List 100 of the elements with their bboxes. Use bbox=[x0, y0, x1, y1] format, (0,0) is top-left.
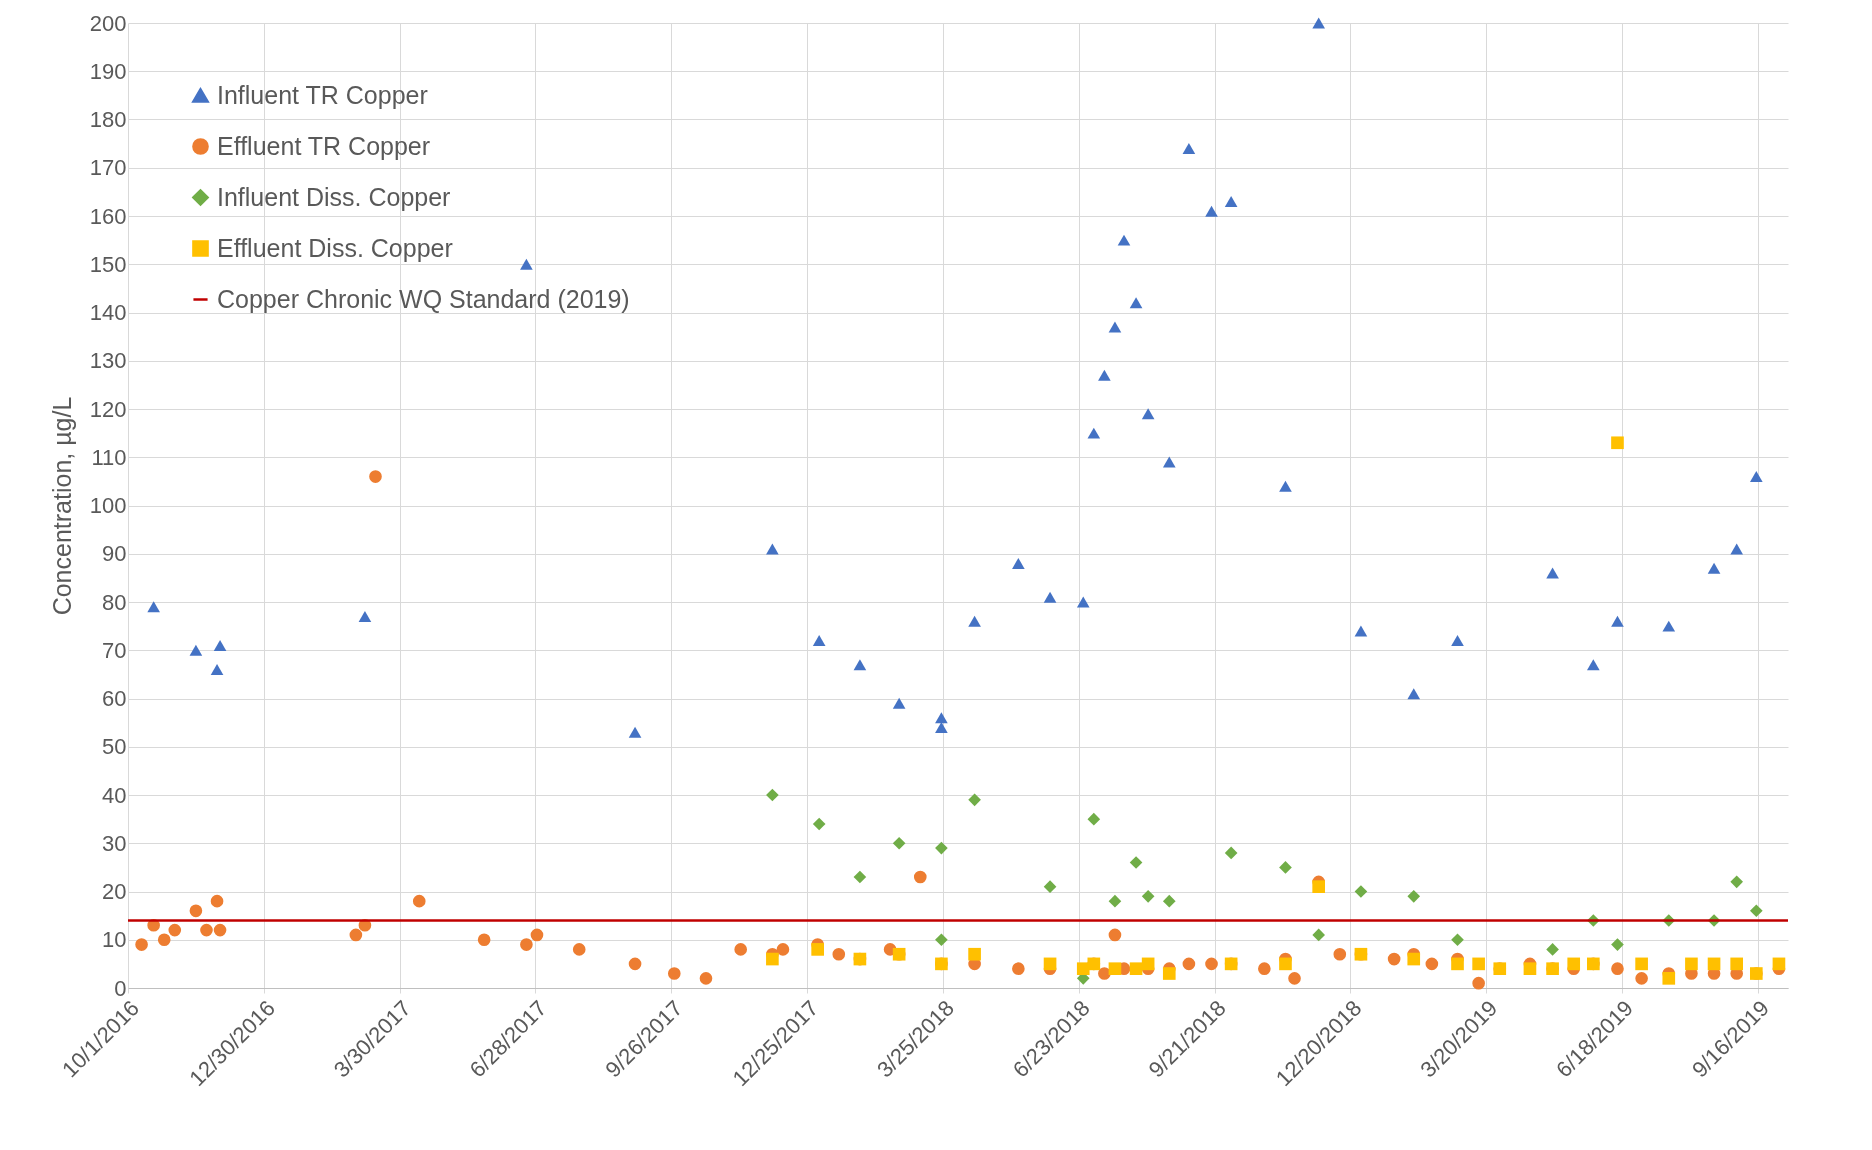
point bbox=[1407, 688, 1421, 700]
point bbox=[1707, 957, 1721, 971]
point bbox=[853, 870, 867, 884]
y-tick-label: 30 bbox=[102, 830, 127, 856]
point bbox=[1141, 408, 1155, 420]
point bbox=[1772, 957, 1786, 971]
y-tick-label: 90 bbox=[102, 541, 127, 567]
point bbox=[1685, 957, 1698, 971]
point bbox=[1546, 567, 1559, 579]
point bbox=[935, 841, 948, 855]
point bbox=[968, 793, 981, 807]
point bbox=[628, 726, 642, 738]
y-tick-label: 110 bbox=[91, 444, 127, 470]
point bbox=[1472, 957, 1485, 971]
legend-label: Copper Chronic WQ Standard (2019) bbox=[217, 284, 630, 313]
point bbox=[1546, 943, 1559, 956]
y-tick-label: 160 bbox=[89, 203, 127, 229]
point bbox=[1611, 615, 1624, 627]
point bbox=[766, 788, 779, 802]
point bbox=[1043, 880, 1057, 893]
point bbox=[1108, 962, 1122, 976]
point bbox=[1354, 885, 1368, 898]
point bbox=[811, 943, 824, 956]
point bbox=[766, 952, 779, 966]
point bbox=[1279, 861, 1292, 874]
point bbox=[210, 664, 224, 676]
point bbox=[189, 644, 203, 656]
point bbox=[1749, 904, 1763, 918]
point bbox=[1407, 890, 1421, 903]
point bbox=[1749, 471, 1763, 483]
point bbox=[1611, 436, 1624, 450]
point bbox=[1730, 875, 1744, 889]
point bbox=[1635, 957, 1648, 971]
point bbox=[812, 817, 826, 831]
point bbox=[1407, 952, 1421, 966]
point bbox=[892, 697, 906, 709]
y-tick-label: 0 bbox=[114, 975, 127, 1001]
point bbox=[935, 712, 948, 724]
y-tick-label: 150 bbox=[89, 251, 127, 277]
point bbox=[1098, 369, 1111, 381]
point bbox=[1662, 972, 1676, 985]
point bbox=[358, 611, 372, 622]
point bbox=[1587, 659, 1600, 671]
legend-label: Influent Diss. Copper bbox=[217, 182, 451, 211]
point bbox=[213, 639, 227, 651]
point bbox=[1141, 890, 1155, 903]
point bbox=[1108, 321, 1122, 333]
y-tick-label: 60 bbox=[102, 686, 127, 711]
point bbox=[812, 635, 826, 647]
point bbox=[766, 543, 779, 555]
point bbox=[520, 258, 533, 270]
point bbox=[1279, 957, 1292, 971]
point bbox=[1451, 635, 1464, 647]
point bbox=[968, 615, 981, 627]
point bbox=[892, 836, 906, 850]
y-tick-label: 170 bbox=[89, 155, 127, 181]
y-tick-label: 180 bbox=[89, 107, 127, 132]
point bbox=[968, 947, 981, 961]
point bbox=[1312, 880, 1325, 893]
point bbox=[1182, 142, 1196, 154]
point bbox=[1279, 480, 1292, 492]
y-tick-label: 40 bbox=[102, 782, 127, 808]
y-tick-label: 50 bbox=[102, 734, 127, 760]
point bbox=[1312, 17, 1325, 29]
y-tick-label: 10 bbox=[102, 927, 127, 953]
point bbox=[1224, 196, 1238, 207]
point bbox=[1129, 856, 1143, 869]
point bbox=[1043, 591, 1057, 603]
point bbox=[1312, 928, 1325, 942]
legend-label: Effluent Diss. Copper bbox=[217, 233, 453, 262]
point bbox=[1012, 557, 1025, 569]
point bbox=[1224, 846, 1238, 860]
point bbox=[1205, 205, 1218, 217]
point bbox=[1451, 933, 1464, 947]
y-tick-label: 130 bbox=[89, 348, 127, 374]
point bbox=[1141, 957, 1155, 971]
point bbox=[1707, 562, 1721, 574]
point bbox=[853, 659, 867, 671]
legend-label: Effluent TR Copper bbox=[217, 131, 431, 160]
point bbox=[1451, 957, 1464, 971]
point bbox=[1567, 957, 1581, 971]
y-tick-label: 190 bbox=[89, 58, 127, 84]
y-tick-label: 20 bbox=[102, 879, 127, 904]
legend-label: Influent TR Copper bbox=[217, 80, 428, 109]
point bbox=[935, 933, 948, 947]
y-tick-label: 70 bbox=[102, 637, 127, 663]
y-tick-label: 100 bbox=[89, 493, 127, 518]
point bbox=[1087, 812, 1101, 826]
point bbox=[1162, 456, 1176, 468]
y-axis-title: Concentration, µg/L bbox=[47, 396, 76, 616]
point bbox=[1129, 962, 1143, 976]
point bbox=[1076, 596, 1090, 608]
point bbox=[1730, 543, 1744, 555]
point bbox=[147, 601, 160, 613]
point bbox=[1087, 427, 1101, 439]
point bbox=[1043, 957, 1057, 971]
point bbox=[1129, 297, 1143, 309]
y-tick-label: 80 bbox=[102, 589, 127, 615]
point bbox=[1354, 625, 1368, 637]
point bbox=[1730, 957, 1744, 971]
